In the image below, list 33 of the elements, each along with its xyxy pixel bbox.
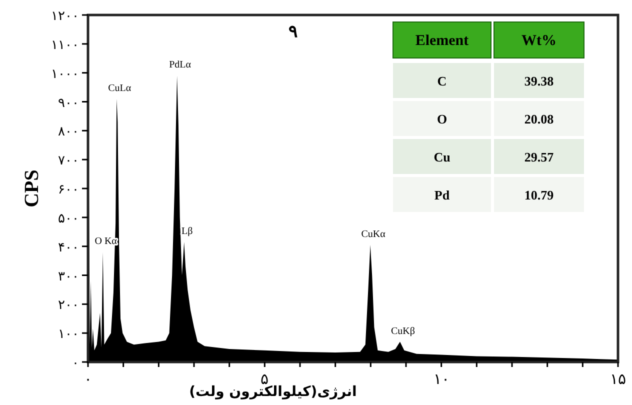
annotation: PdLα <box>169 60 192 71</box>
x-tick-label: ۰ <box>84 372 92 388</box>
y-tick-label: ۴۰۰ <box>58 239 79 254</box>
y-tick-label: ۲۰۰ <box>58 297 79 312</box>
y-tick-label: ۱۱۰۰ <box>51 36 79 52</box>
annotation: O <box>436 112 448 126</box>
y-axis-title: CPS <box>21 170 43 208</box>
y-tick-label: ۶۰۰ <box>58 182 79 196</box>
y-tick-label: ۵۰۰ <box>58 210 79 226</box>
y-tick-label: ۱۰۰۰ <box>51 66 79 81</box>
annotation: Pd <box>434 188 450 202</box>
x-tick-label: ۱۰ <box>433 372 450 388</box>
annotation: Cu <box>434 150 450 164</box>
y-tick-label: ۱۲۰۰ <box>51 8 79 23</box>
annotation: Wt% <box>522 33 556 49</box>
y-tick-label: ۳۰۰ <box>58 268 79 284</box>
annotation: 29.57 <box>524 150 554 164</box>
annotation: CuKα <box>361 228 386 240</box>
annotation: Element <box>415 33 469 49</box>
annotation: 39.38 <box>524 74 554 88</box>
annotation: 20.08 <box>524 112 554 126</box>
annotation: CuLα <box>108 82 132 94</box>
annotation: 10.79 <box>524 188 554 202</box>
annotation: CuKβ <box>391 326 415 337</box>
annotation: C <box>437 74 447 88</box>
chart-title: ۹ <box>288 22 298 41</box>
y-tick-label: ۷۰۰ <box>58 152 79 168</box>
annotation: Lβ <box>182 226 193 237</box>
y-tick-label: ۱۰۰ <box>58 326 79 342</box>
x-tick-label: ۱۵ <box>610 372 626 388</box>
y-tick-label: ۹۰۰ <box>58 94 79 110</box>
y-tick-label: ۰ <box>72 355 79 370</box>
y-tick-label: ۸۰۰ <box>58 124 79 139</box>
